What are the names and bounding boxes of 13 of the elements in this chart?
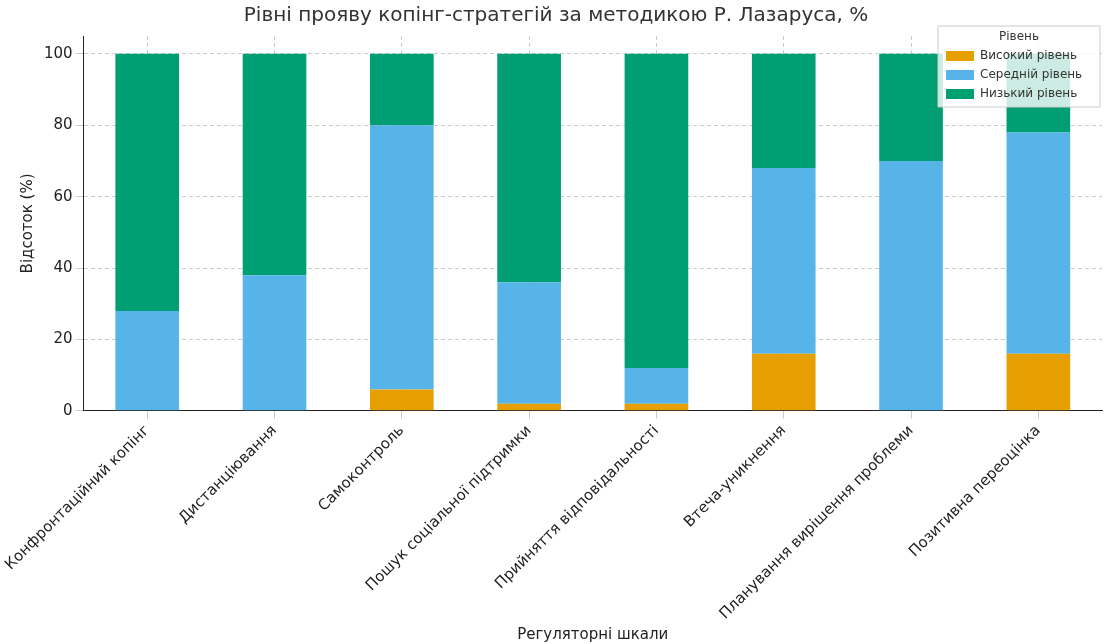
y-axis-title: Відсоток (%) xyxy=(17,173,36,274)
y-tick-label: 80 xyxy=(53,115,73,134)
y-tick-label: 20 xyxy=(53,329,73,348)
y-tick-label: 100 xyxy=(43,43,73,62)
legend-label: Високий рівень xyxy=(980,48,1077,63)
y-tick-label: 40 xyxy=(53,257,73,276)
x-axis-title: Регуляторні шкали xyxy=(517,624,669,643)
legend-title: Рівень xyxy=(999,29,1039,44)
legend-label: Середній рівень xyxy=(980,67,1083,82)
legend-label: Низький рівень xyxy=(980,86,1078,101)
chart-title: Рівні прояву копінг-стратегій за методикою Р. Лазаруса, % xyxy=(243,2,869,27)
y-tick-label: 60 xyxy=(53,186,73,205)
y-tick-label: 0 xyxy=(63,400,73,419)
